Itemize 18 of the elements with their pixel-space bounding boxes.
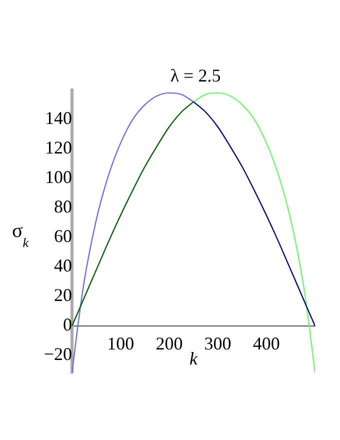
line-series	[72, 101, 194, 326]
y-tick-label: 80	[54, 196, 72, 217]
x-tick-label: 400	[252, 333, 280, 354]
x-tick-label: 200	[156, 333, 183, 354]
chart-title: λ = 2.5	[170, 66, 221, 86]
y-tick-label: 140	[45, 108, 72, 128]
y-tick-label: −20	[44, 344, 72, 364]
y-tick-label: 120	[45, 138, 72, 158]
x-axis-title: k	[190, 348, 198, 369]
y-axis-title: σ$_{k}$	[12, 220, 29, 251]
y-tick-label: 40	[54, 256, 72, 276]
line-series	[192, 101, 315, 326]
x-tick-label: 100	[107, 333, 134, 354]
y-tick-label: 0	[63, 314, 72, 335]
x-tick-label: 300	[204, 333, 232, 354]
y-tick-label: 20	[54, 285, 72, 306]
y-tick-label: 100	[45, 167, 72, 188]
y-tick-label: 60	[54, 226, 72, 246]
